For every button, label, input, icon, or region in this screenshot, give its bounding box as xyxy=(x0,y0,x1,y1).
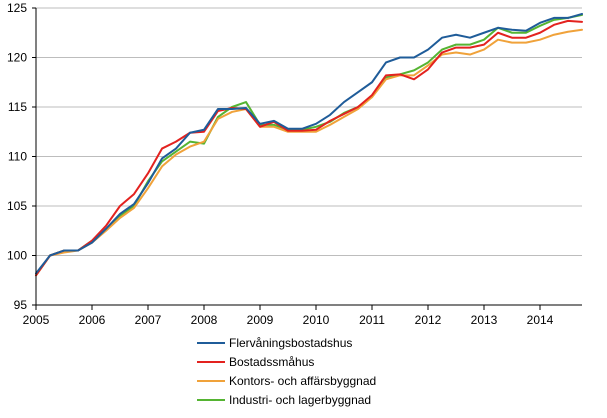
x-tick-label: 2012 xyxy=(415,313,442,327)
x-tick-label: 2005 xyxy=(23,313,50,327)
series-line-1 xyxy=(35,12,583,275)
y-tick-label: 105 xyxy=(7,199,27,213)
series-layer xyxy=(35,12,583,277)
series-line-3 xyxy=(35,28,583,277)
legend-label-2: Bostadssmåhus xyxy=(229,355,314,369)
x-tick-label: 2010 xyxy=(303,313,330,327)
x-tick-label: 2013 xyxy=(471,313,498,327)
series-line-4 xyxy=(35,13,583,277)
legend-label-3: Kontors- och affärsbyggnad xyxy=(229,374,376,388)
y-tick-label: 120 xyxy=(7,51,27,65)
y-tick-label: 100 xyxy=(7,249,27,263)
y-tick-label: 95 xyxy=(14,298,28,312)
y-tick-label: 115 xyxy=(8,100,27,114)
x-axis-ticks: 2005 2006 2007 2008 2009 2010 2011 2012 2013 2014 xyxy=(23,305,554,327)
y-tick-label: 110 xyxy=(8,150,27,164)
x-tick-label: 2014 xyxy=(527,313,554,327)
x-tick-label: 2008 xyxy=(191,313,218,327)
legend-label-4: Industri- och lagerbyggnad xyxy=(229,393,371,407)
y-tick-label: 125 xyxy=(7,1,27,15)
legend-label-1: Flervåningsbostadshus xyxy=(229,336,352,350)
legend: Flervåningsbostadshus Bostadssmåhus Kontor… xyxy=(197,336,376,407)
y-axis-ticks: 95 100 105 110 115 120 125 xyxy=(7,1,36,312)
x-tick-label: 2009 xyxy=(247,313,274,327)
x-tick-label: 2007 xyxy=(135,313,162,327)
series-line-2 xyxy=(35,19,583,277)
x-tick-label: 2011 xyxy=(359,313,385,327)
x-tick-label: 2006 xyxy=(79,313,106,327)
grid-lines xyxy=(36,7,582,256)
